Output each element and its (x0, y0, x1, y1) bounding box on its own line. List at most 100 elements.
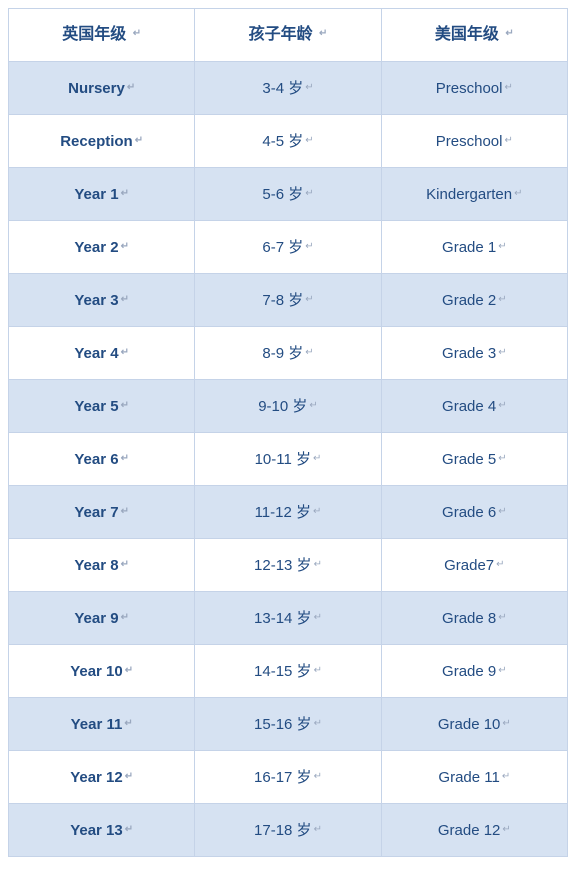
paragraph-mark-icon: ↵ (305, 189, 313, 199)
paragraph-mark-icon: ↵ (309, 401, 317, 411)
table-row: Year 12↵16-17 岁↵Grade 11↵ (9, 751, 568, 804)
cell-age-text: 8-9 岁 (262, 345, 303, 362)
cell-age-text: 12-13 岁 (254, 557, 312, 574)
cell-age-text: 9-10 岁 (258, 398, 307, 415)
col-header-age-label: 孩子年龄 (249, 26, 313, 43)
cell-us: Grade 3↵ (381, 327, 567, 380)
paragraph-mark-icon: ↵ (502, 825, 510, 835)
cell-age: 16-17 岁↵ (195, 751, 381, 804)
paragraph-mark-icon: ↵ (121, 613, 129, 623)
paragraph-mark-icon: ↵ (498, 666, 506, 676)
cell-us: Grade 12↵ (381, 804, 567, 857)
cell-age: 13-14 岁↵ (195, 592, 381, 645)
cell-age-text: 13-14 岁 (254, 610, 312, 627)
paragraph-mark-icon: ↵ (498, 295, 506, 305)
cell-us: Grade 2↵ (381, 274, 567, 327)
cell-uk: Year 3↵ (9, 274, 195, 327)
table-row: Year 11↵15-16 岁↵Grade 10↵ (9, 698, 568, 751)
paragraph-mark-icon: ↵ (121, 560, 129, 570)
cell-uk-text: Year 5 (74, 398, 118, 415)
cell-age-text: 16-17 岁 (254, 769, 312, 786)
col-header-us-label: 美国年级 (435, 26, 499, 43)
cell-us: Grade 5↵ (381, 433, 567, 486)
table-row: Year 7↵11-12 岁↵Grade 6↵ (9, 486, 568, 539)
paragraph-mark-icon: ↵ (305, 136, 313, 146)
paragraph-mark-icon: ↵ (498, 242, 506, 252)
paragraph-mark-icon: ↵ (505, 29, 513, 39)
cell-us: Grade 10↵ (381, 698, 567, 751)
cell-uk: Year 2↵ (9, 221, 195, 274)
cell-age: 5-6 岁↵ (195, 168, 381, 221)
cell-us: Grade 6↵ (381, 486, 567, 539)
table-row: Year 6↵10-11 岁↵Grade 5↵ (9, 433, 568, 486)
cell-uk: Year 4↵ (9, 327, 195, 380)
table-header-row: 英国年级 ↵ 孩子年龄 ↵ 美国年级 ↵ (9, 9, 568, 62)
paragraph-mark-icon: ↵ (125, 825, 133, 835)
cell-uk: Year 13↵ (9, 804, 195, 857)
cell-uk-text: Year 9 (74, 610, 118, 627)
cell-us: Grade 8↵ (381, 592, 567, 645)
paragraph-mark-icon: ↵ (314, 719, 322, 729)
paragraph-mark-icon: ↵ (498, 507, 506, 517)
cell-uk: Year 10↵ (9, 645, 195, 698)
cell-age: 8-9 岁↵ (195, 327, 381, 380)
cell-us-text: Grade 9 (442, 663, 496, 680)
cell-age-text: 10-11 岁 (255, 451, 311, 468)
paragraph-mark-icon: ↵ (498, 401, 506, 411)
table-row: Year 1↵5-6 岁↵Kindergarten↵ (9, 168, 568, 221)
cell-age-text: 17-18 岁 (254, 822, 312, 839)
cell-uk: Year 12↵ (9, 751, 195, 804)
cell-us: Preschool↵ (381, 115, 567, 168)
cell-age-text: 7-8 岁 (262, 292, 303, 309)
cell-uk: Year 9↵ (9, 592, 195, 645)
cell-us: Grade 11↵ (381, 751, 567, 804)
table-row: Year 2↵6-7 岁↵Grade 1↵ (9, 221, 568, 274)
cell-uk: Year 5↵ (9, 380, 195, 433)
cell-age: 9-10 岁↵ (195, 380, 381, 433)
cell-us-text: Grade 3 (442, 345, 496, 362)
cell-us-text: Grade 11 (438, 769, 499, 786)
cell-us-text: Grade 1 (442, 239, 496, 256)
cell-us-text: Preschool (436, 133, 503, 150)
cell-uk-text: Year 2 (74, 239, 118, 256)
paragraph-mark-icon: ↵ (314, 666, 322, 676)
cell-us-text: Grade 5 (442, 451, 496, 468)
cell-age: 10-11 岁↵ (195, 433, 381, 486)
table-body: Nursery↵3-4 岁↵Preschool↵Reception↵4-5 岁↵… (9, 62, 568, 857)
cell-age: 12-13 岁↵ (195, 539, 381, 592)
cell-uk: Reception↵ (9, 115, 195, 168)
cell-us: Grade7↵ (381, 539, 567, 592)
paragraph-mark-icon: ↵ (498, 454, 506, 464)
cell-age-text: 3-4 岁 (262, 80, 303, 97)
paragraph-mark-icon: ↵ (121, 242, 129, 252)
paragraph-mark-icon: ↵ (314, 613, 322, 623)
cell-uk-text: Nursery (68, 80, 125, 97)
paragraph-mark-icon: ↵ (305, 348, 313, 358)
paragraph-mark-icon: ↵ (121, 348, 129, 358)
paragraph-mark-icon: ↵ (305, 83, 313, 93)
cell-age-text: 15-16 岁 (254, 716, 312, 733)
cell-age: 3-4 岁↵ (195, 62, 381, 115)
cell-us-text: Grade 2 (442, 292, 496, 309)
cell-uk-text: Year 12 (70, 769, 123, 786)
cell-age: 17-18 岁↵ (195, 804, 381, 857)
table-row: Nursery↵3-4 岁↵Preschool↵ (9, 62, 568, 115)
table-row: Year 10↵14-15 岁↵Grade 9↵ (9, 645, 568, 698)
cell-us: Grade 1↵ (381, 221, 567, 274)
cell-us: Preschool↵ (381, 62, 567, 115)
table-row: Year 8↵12-13 岁↵Grade7↵ (9, 539, 568, 592)
cell-us: Kindergarten↵ (381, 168, 567, 221)
cell-age: 4-5 岁↵ (195, 115, 381, 168)
cell-uk-text: Year 4 (74, 345, 118, 362)
cell-uk-text: Year 10 (70, 663, 123, 680)
cell-age: 7-8 岁↵ (195, 274, 381, 327)
cell-uk-text: Year 11 (71, 716, 123, 733)
paragraph-mark-icon: ↵ (121, 295, 129, 305)
paragraph-mark-icon: ↵ (121, 189, 129, 199)
cell-us: Grade 4↵ (381, 380, 567, 433)
cell-us-text: Grade 10 (438, 716, 501, 733)
paragraph-mark-icon: ↵ (125, 772, 133, 782)
paragraph-mark-icon: ↵ (135, 136, 143, 146)
cell-uk: Nursery↵ (9, 62, 195, 115)
table-row: Year 4↵8-9 岁↵Grade 3↵ (9, 327, 568, 380)
